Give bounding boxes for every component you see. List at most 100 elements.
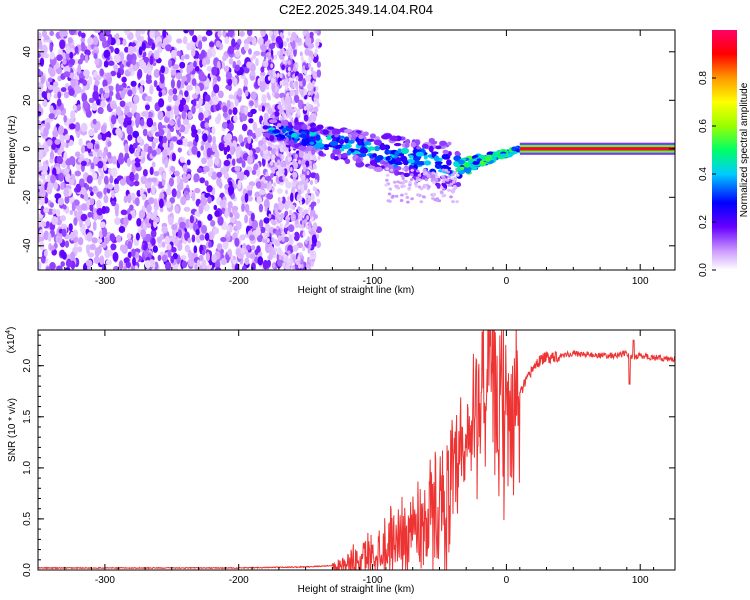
signal-cell (433, 155, 440, 162)
noise-cell (249, 100, 254, 107)
noise-cell (41, 91, 47, 99)
noise-cell (131, 248, 136, 258)
signal-cell (479, 160, 485, 165)
noise-cell (166, 105, 172, 112)
noise-cell (255, 57, 259, 67)
noise-cell (277, 103, 283, 110)
snr-y-label: SNR (10 * v/v) (7, 398, 18, 462)
signal-cell (318, 150, 324, 157)
noise-cell (47, 66, 53, 75)
noise-cell (147, 145, 153, 155)
noise-cell (198, 112, 204, 121)
noise-cell (289, 115, 292, 121)
noise-cell (217, 30, 222, 38)
noise-cell (134, 172, 139, 182)
noise-cell (246, 61, 252, 69)
noise-cell (153, 198, 158, 207)
noise-cell (168, 177, 175, 187)
noise-cell (186, 84, 193, 92)
noise-cell (282, 81, 286, 87)
noise-cell (276, 188, 283, 194)
noise-cell (169, 140, 174, 151)
noise-cell (267, 75, 271, 81)
x-tick-label: -200 (229, 276, 249, 287)
noise-cell (185, 73, 191, 84)
noise-cell (196, 128, 202, 134)
colorbar-gradient (712, 30, 737, 270)
noise-cell (103, 194, 109, 204)
signal-cell (367, 165, 376, 169)
noise-cell (38, 39, 43, 50)
noise-cell (282, 104, 285, 110)
noise-cell (317, 155, 321, 161)
noise-cell (271, 82, 276, 92)
noise-cell (199, 58, 204, 68)
noise-cell (210, 171, 218, 180)
noise-cell (80, 160, 87, 167)
noise-cell (208, 231, 215, 241)
noise-cell (262, 143, 268, 152)
noise-cell (198, 71, 205, 82)
signal-cell (427, 185, 431, 189)
noise-cell (93, 30, 101, 34)
noise-cell (289, 192, 294, 203)
noise-cell (45, 220, 50, 227)
noise-cell (287, 66, 291, 72)
noise-cell (162, 142, 169, 149)
noise-cell (72, 230, 76, 238)
noise-cell (270, 78, 274, 84)
noise-cell (253, 50, 261, 56)
noise-cell (152, 245, 158, 253)
noise-cell (194, 65, 200, 72)
noise-cell (295, 63, 299, 69)
signal-cell (341, 153, 348, 158)
noise-cell (118, 260, 124, 270)
noise-cell (273, 182, 277, 187)
noise-cell (282, 59, 286, 65)
signal-cell (344, 158, 351, 165)
noise-cell (118, 155, 125, 165)
noise-cell (245, 244, 251, 251)
noise-cell (224, 208, 229, 219)
noise-cell (251, 219, 259, 230)
noise-cell (222, 55, 227, 62)
signal-cell (432, 181, 436, 184)
x-tick-label: -100 (363, 276, 383, 287)
noise-cell (292, 264, 296, 270)
noise-cell (268, 43, 276, 50)
noise-cell (304, 36, 312, 47)
noise-cell (198, 204, 204, 215)
noise-cell (77, 246, 83, 253)
noise-cell (257, 256, 264, 266)
noise-cell (287, 60, 291, 66)
signal-cell (455, 182, 462, 187)
noise-cell (240, 247, 246, 255)
signal-cell (355, 157, 362, 164)
noise-cell (53, 181, 59, 190)
noise-cell (288, 234, 293, 244)
signal-cell (293, 124, 302, 131)
noise-cell (146, 177, 153, 183)
noise-cell (204, 232, 210, 241)
noise-cell (204, 94, 211, 102)
noise-cell (189, 214, 194, 224)
noise-cell (198, 40, 203, 50)
snr-multiplier: (x104) (5, 327, 17, 354)
signal-cell (499, 153, 507, 158)
noise-cell (207, 158, 214, 168)
noise-cell (252, 121, 258, 132)
noise-cell (302, 65, 306, 71)
noise-cell (235, 50, 241, 58)
noise-cell (133, 180, 140, 187)
noise-cell (62, 251, 67, 260)
noise-cell (243, 38, 250, 46)
signal-cell (446, 159, 452, 166)
signal-cell (269, 119, 278, 124)
signal-cell (433, 198, 437, 202)
noise-cell (132, 64, 138, 72)
noise-cell (149, 166, 154, 176)
noise-cell (80, 37, 86, 43)
noise-cell (214, 157, 220, 166)
noise-cell (213, 83, 220, 94)
noise-cell (85, 184, 90, 190)
